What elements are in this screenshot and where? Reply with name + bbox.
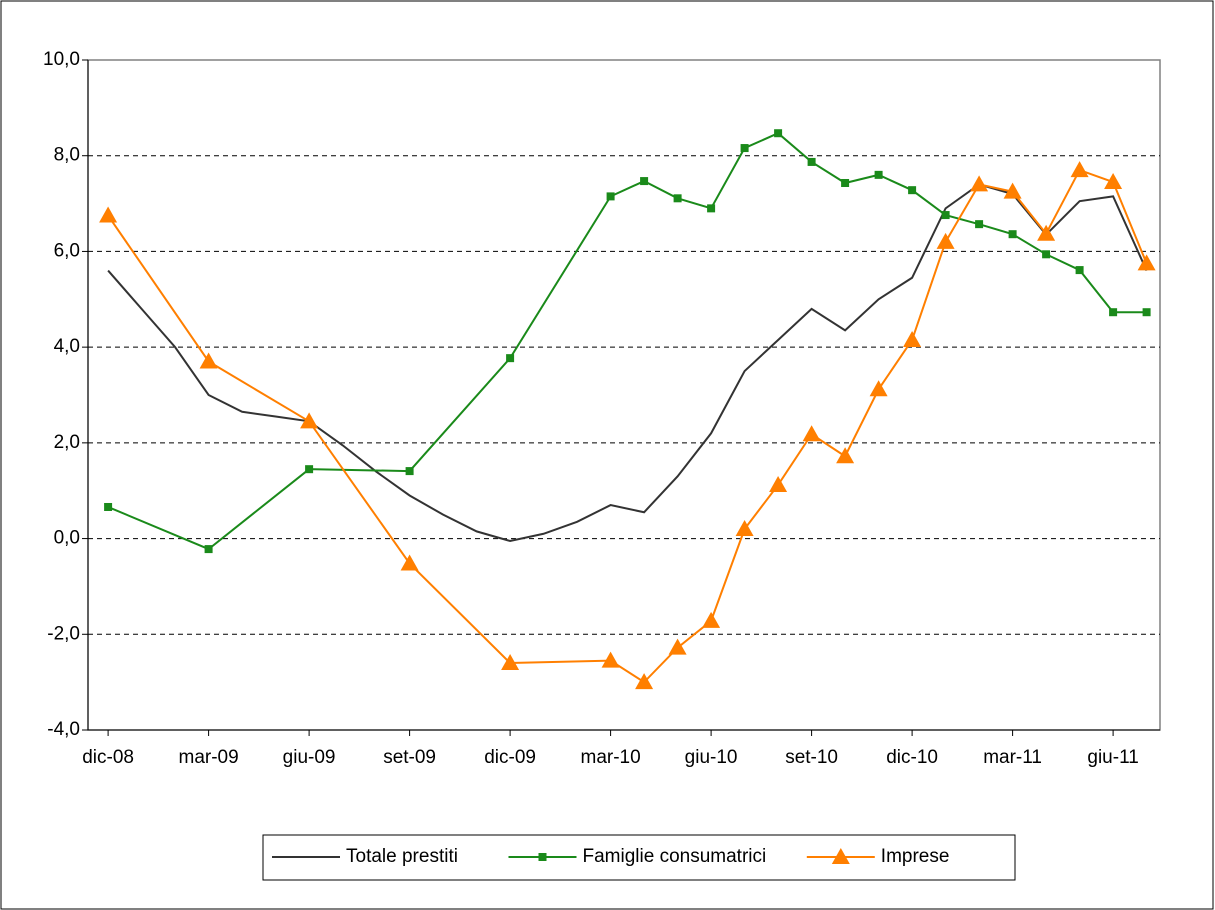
marker — [903, 330, 922, 347]
marker — [735, 520, 754, 536]
x-tick-label: set-10 — [785, 747, 838, 768]
y-tick-label: 10,0 — [43, 49, 80, 70]
marker — [1142, 308, 1151, 317]
series-line — [107, 168, 1148, 684]
marker — [104, 502, 113, 511]
y-tick-label: 0,0 — [54, 528, 80, 549]
marker — [405, 467, 414, 476]
marker — [538, 853, 547, 861]
marker — [601, 651, 620, 668]
marker — [635, 673, 654, 690]
marker — [970, 175, 989, 192]
marker — [841, 178, 850, 187]
marker — [707, 204, 716, 213]
marker — [869, 380, 888, 397]
marker — [941, 211, 950, 220]
marker — [740, 144, 749, 153]
x-tick-label: mar-09 — [179, 747, 239, 768]
y-tick-label: -4,0 — [47, 719, 80, 740]
y-tick-label: 4,0 — [54, 336, 80, 357]
marker — [305, 465, 314, 474]
x-tick-label: dic-08 — [82, 747, 134, 768]
marker — [1003, 182, 1022, 199]
y-tick-label: 8,0 — [54, 145, 80, 166]
marker — [1070, 161, 1089, 178]
marker — [975, 220, 984, 229]
marker — [908, 186, 917, 195]
legend-label: Totale prestiti — [346, 846, 458, 867]
marker — [807, 157, 816, 166]
legend-label: Famiglie consumatrici — [583, 846, 767, 867]
marker — [300, 412, 319, 429]
marker — [501, 654, 520, 670]
marker — [204, 545, 213, 554]
series-line — [107, 132, 1147, 551]
marker — [668, 638, 687, 655]
x-tick-label: mar-10 — [581, 747, 641, 768]
y-tick-label: -2,0 — [47, 623, 80, 644]
y-tick-label: 2,0 — [54, 432, 80, 453]
x-tick-label: dic-09 — [484, 747, 536, 768]
marker — [606, 192, 615, 201]
x-tick-label: giu-09 — [283, 747, 336, 768]
marker — [831, 848, 850, 864]
x-tick-label: mar-11 — [983, 747, 1042, 768]
marker — [836, 447, 855, 464]
marker — [1109, 308, 1118, 317]
marker — [1137, 254, 1156, 271]
marker — [774, 129, 783, 138]
x-tick-label: giu-10 — [685, 747, 738, 768]
marker — [506, 354, 515, 363]
marker — [640, 177, 649, 186]
marker — [769, 475, 788, 492]
marker — [1008, 230, 1017, 239]
x-tick-label: set-09 — [383, 747, 436, 768]
x-tick-label: giu-11 — [1087, 747, 1138, 768]
marker — [874, 170, 883, 179]
legend-box — [262, 834, 1016, 881]
marker — [673, 194, 682, 203]
marker — [802, 425, 821, 442]
marker — [1104, 173, 1123, 190]
marker — [1042, 250, 1051, 259]
marker — [199, 352, 218, 369]
legend-label: Imprese — [881, 846, 950, 867]
marker — [400, 554, 419, 571]
y-tick-label: 6,0 — [54, 240, 80, 261]
marker — [702, 611, 721, 628]
marker — [99, 206, 118, 223]
marker — [936, 232, 955, 249]
marker — [1075, 266, 1084, 275]
x-tick-label: dic-10 — [886, 747, 938, 768]
marker — [1037, 224, 1056, 241]
